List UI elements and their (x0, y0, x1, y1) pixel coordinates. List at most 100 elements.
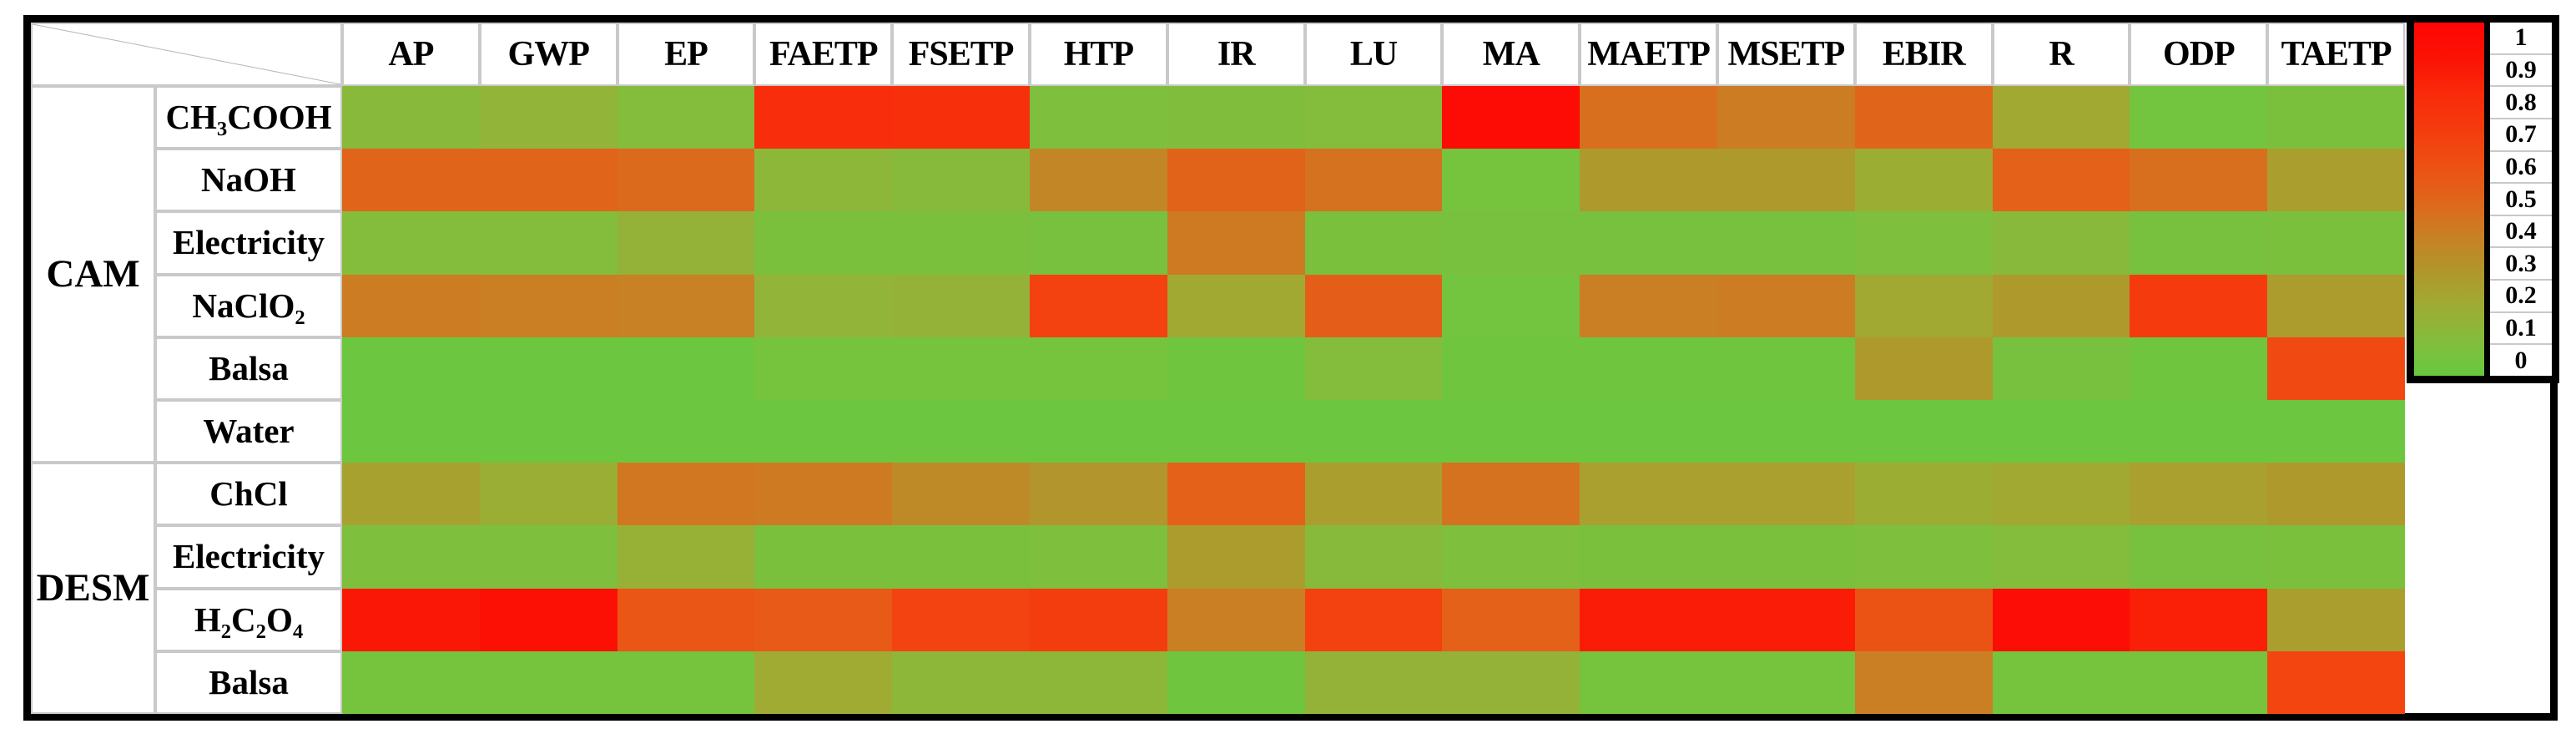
column-header-ma: MA (1442, 23, 1580, 86)
heatmap-cell (1304, 588, 1443, 651)
heatmap-cell (2130, 337, 2268, 400)
heatmap-cell (2130, 86, 2268, 149)
heatmap-cell (892, 274, 1030, 337)
heatmap-cell (1030, 463, 1167, 526)
heatmap-cell (1167, 399, 1305, 463)
heatmap-cell (479, 274, 618, 337)
heatmap-cell (1304, 86, 1443, 149)
row-label-naclo-: NaClO₂ (155, 274, 342, 337)
column-header-ap: AP (342, 23, 480, 86)
heatmap-cell (1580, 86, 1717, 149)
color-legend: 1 0.9 0.8 0.7 0.6 0.5 0.4 0.3 0.2 0.1 0 (2407, 15, 2559, 383)
heatmap-cell (2130, 588, 2268, 651)
heatmap-cell (892, 149, 1030, 212)
legend-label-0-2: 0.2 (2490, 281, 2552, 313)
heatmap-cell (1717, 274, 1855, 337)
heatmap-cell (479, 86, 618, 149)
column-header-odp: ODP (2130, 23, 2268, 86)
column-header-htp: HTP (1030, 23, 1167, 86)
column-header-maetp: MAETP (1580, 23, 1717, 86)
heatmap-cell (2267, 399, 2405, 463)
heatmap-cell (754, 337, 893, 400)
heatmap-cell (1854, 525, 1993, 589)
row-label-chcl: ChCl (155, 463, 342, 526)
row-group-desm: DESM (31, 463, 155, 714)
heatmap-cell (1304, 650, 1443, 714)
heatmap-cell (1167, 211, 1305, 275)
heatmap-cell (1854, 650, 1993, 714)
heatmap-cell (342, 588, 480, 651)
heatmap-cell (1992, 86, 2130, 149)
heatmap-cell (1304, 525, 1443, 589)
heatmap-cell (1580, 588, 1717, 651)
heatmap-cell (1717, 337, 1855, 400)
heatmap-cell (479, 399, 618, 463)
heatmap-cell (2267, 588, 2405, 651)
heatmap-cell (2267, 463, 2405, 526)
column-header-ir: IR (1167, 23, 1305, 86)
heatmap-cell (617, 86, 755, 149)
column-header-taetp: TAETP (2267, 23, 2405, 86)
heatmap-cell (892, 650, 1030, 714)
heatmap-cell (1580, 211, 1717, 275)
heatmap-cell (1580, 399, 1717, 463)
heatmap-cell (1854, 463, 1993, 526)
heatmap-cell (1854, 211, 1993, 275)
heatmap-cell (1030, 86, 1167, 149)
heatmap-cell (1717, 86, 1855, 149)
heatmap-cell (1442, 211, 1580, 275)
column-header-fsetp: FSETP (892, 23, 1030, 86)
heatmap-cell (2267, 650, 2405, 714)
heatmap-cell (1167, 337, 1305, 400)
column-header-faetp: FAETP (754, 23, 893, 86)
heatmap-cell (1717, 399, 1855, 463)
heatmap-cell (1442, 525, 1580, 589)
heatmap-cell (892, 211, 1030, 275)
heatmap-cell (2130, 650, 2268, 714)
heatmap-cell (892, 525, 1030, 589)
heatmap-cell (1167, 463, 1305, 526)
heatmap-cell (1854, 399, 1993, 463)
row-label-electricity: Electricity (155, 525, 342, 589)
legend-gradient-bar (2414, 23, 2484, 376)
row-label-naoh: NaOH (155, 149, 342, 212)
heatmap-cell (1030, 274, 1167, 337)
heatmap-cell (1854, 86, 1993, 149)
heatmap-cell (754, 650, 893, 714)
heatmap-cell (342, 149, 480, 212)
heatmap-cell (1030, 399, 1167, 463)
heatmap-cell (1030, 149, 1167, 212)
row-label-balsa: Balsa (155, 337, 342, 400)
column-header-gwp: GWP (479, 23, 618, 86)
heatmap-cell (1717, 463, 1855, 526)
heatmap-cell (892, 399, 1030, 463)
heatmap-cell (1717, 149, 1855, 212)
heatmap-cell (1304, 399, 1443, 463)
heatmap-cell (2267, 337, 2405, 400)
heatmap-cell (1992, 525, 2130, 589)
heatmap-cell (617, 149, 755, 212)
heatmap-cell (617, 337, 755, 400)
heatmap-cell (2130, 211, 2268, 275)
heatmap-cell (479, 588, 618, 651)
legend-label-0-6: 0.6 (2490, 152, 2552, 185)
heatmap-cell (479, 149, 618, 212)
heatmap-cell (1717, 588, 1855, 651)
legend-label-0-9: 0.9 (2490, 55, 2552, 88)
column-header-r: R (1992, 23, 2130, 86)
heatmap-cell (1580, 274, 1717, 337)
heatmap-cell (617, 588, 755, 651)
heatmap-table: AP GWP EP FAETP FSETP HTP IR LU MA MAETP MSETP EBIR… (31, 23, 2405, 714)
legend-label-0-4: 0.4 (2490, 216, 2552, 249)
heatmap-cell (479, 211, 618, 275)
row-label-h-c-o-: H₂C₂O₄ (155, 588, 342, 651)
heatmap-cell (1167, 650, 1305, 714)
row-label-balsa: Balsa (155, 650, 342, 714)
heatmap-cell (1992, 463, 2130, 526)
heatmap-cell (1992, 274, 2130, 337)
heatmap-cell (1992, 399, 2130, 463)
heatmap-cell (1442, 274, 1580, 337)
heatmap-cell (1992, 149, 2130, 212)
heatmap-cell (342, 525, 480, 589)
heatmap-cell (1580, 650, 1717, 714)
